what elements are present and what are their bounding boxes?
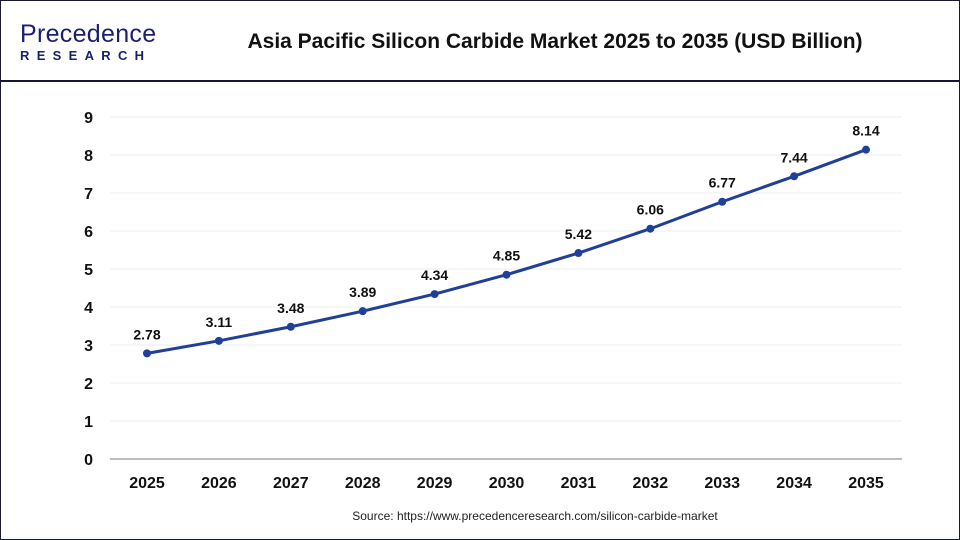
data-point bbox=[430, 290, 439, 299]
x-tick-label: 2028 bbox=[345, 475, 381, 492]
data-label: 6.06 bbox=[637, 202, 664, 218]
y-tick-label: 4 bbox=[84, 300, 93, 317]
data-point bbox=[718, 197, 727, 206]
data-label: 5.42 bbox=[565, 226, 592, 242]
data-label: 6.77 bbox=[709, 175, 736, 191]
x-tick-label: 2029 bbox=[417, 475, 453, 492]
data-point bbox=[143, 349, 151, 358]
data-label: 2.78 bbox=[133, 326, 160, 342]
y-tick-label: 5 bbox=[84, 262, 93, 279]
x-tick-label: 2032 bbox=[633, 475, 669, 492]
data-point bbox=[646, 224, 655, 233]
data-point bbox=[286, 322, 295, 331]
data-point bbox=[862, 145, 870, 154]
data-label: 3.11 bbox=[206, 314, 233, 330]
y-tick-label: 6 bbox=[84, 224, 93, 241]
data-point bbox=[214, 336, 223, 345]
data-label: 4.34 bbox=[421, 267, 448, 283]
data-label: 8.14 bbox=[852, 123, 879, 139]
x-tick-label: 2027 bbox=[273, 475, 309, 492]
data-label: 3.89 bbox=[349, 284, 376, 300]
source-note: Source: https://www.precedenceresearch.c… bbox=[352, 509, 718, 523]
x-tick-label: 2035 bbox=[848, 475, 884, 492]
data-label: 4.85 bbox=[493, 248, 520, 264]
data-point bbox=[790, 172, 799, 181]
x-tick-label: 2033 bbox=[704, 475, 740, 492]
y-tick-label: 0 bbox=[84, 452, 93, 469]
y-tick-label: 9 bbox=[84, 110, 93, 127]
x-tick-label: 2025 bbox=[129, 475, 165, 492]
data-label: 7.44 bbox=[780, 149, 807, 165]
data-point bbox=[574, 249, 583, 258]
data-point bbox=[502, 270, 511, 279]
y-tick-label: 8 bbox=[84, 148, 93, 165]
chart-title: Asia Pacific Silicon Carbide Market 2025… bbox=[247, 30, 863, 53]
logo-text: Precedence bbox=[20, 20, 157, 48]
x-tick-label: 2034 bbox=[776, 475, 812, 492]
x-tick-label: 2026 bbox=[201, 475, 237, 492]
y-tick-label: 2 bbox=[84, 376, 93, 393]
y-tick-label: 3 bbox=[84, 338, 93, 355]
y-tick-label: 1 bbox=[84, 414, 93, 431]
logo-subtext: RESEARCH bbox=[20, 48, 152, 63]
data-label: 3.48 bbox=[277, 300, 304, 316]
x-tick-label: 2031 bbox=[561, 475, 597, 492]
x-tick-label: 2030 bbox=[489, 475, 525, 492]
precedence-research-logo: Precedence RESEARCH bbox=[18, 20, 158, 64]
y-tick-label: 7 bbox=[84, 186, 93, 203]
data-point bbox=[358, 307, 367, 316]
header: Precedence RESEARCH Asia Pacific Silicon… bbox=[0, 0, 960, 82]
